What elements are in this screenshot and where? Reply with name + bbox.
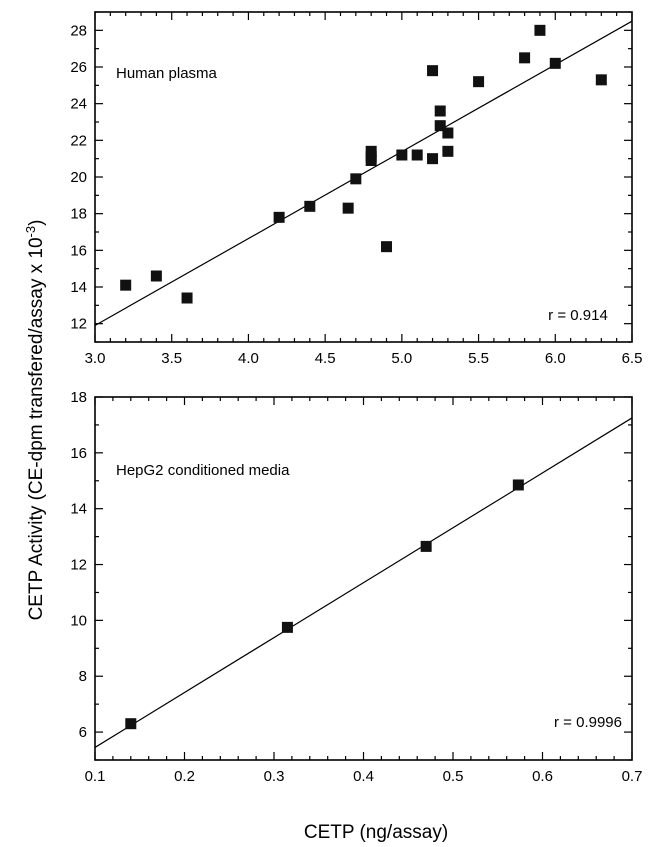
data-point (181, 292, 193, 304)
x-tick-label: 5.5 (468, 350, 489, 367)
y-tick-label: 10 (70, 612, 87, 629)
data-point (595, 74, 607, 86)
data-point (350, 173, 362, 185)
y-tick-label: 16 (70, 242, 87, 259)
y-tick-label: 18 (70, 389, 87, 406)
data-point (381, 241, 393, 253)
x-tick-label: 0.5 (443, 768, 464, 785)
x-tick-label: 6.5 (622, 350, 643, 367)
data-point (365, 155, 377, 166)
data-point (411, 149, 423, 161)
panel-annotation: HepG2 conditioned media (116, 462, 290, 479)
x-tick-label: 0.4 (353, 768, 374, 785)
y-axis-label-close: ) (26, 220, 47, 226)
y-axis-label-exponent: -3 (23, 226, 38, 238)
x-tick-label: 3.5 (161, 350, 182, 367)
correlation-label: r = 0.9996 (554, 714, 622, 731)
plot-frame (94, 396, 633, 761)
data-point (396, 149, 408, 161)
data-point (365, 145, 377, 157)
y-tick-label: 6 (79, 724, 87, 741)
x-tick-label: 0.3 (264, 768, 285, 785)
y-axis-label: CETP Activity (CE-dpm transfered/assay x… (23, 220, 47, 621)
x-tick-label: 0.2 (174, 768, 195, 785)
data-point (512, 479, 524, 491)
data-point (442, 127, 454, 139)
data-point (427, 65, 439, 77)
x-tick-label: 5.0 (391, 350, 412, 367)
data-point (534, 24, 546, 36)
data-point (273, 211, 285, 223)
y-tick-label: 12 (70, 316, 87, 333)
data-point (442, 145, 454, 157)
regression-line (94, 20, 633, 327)
x-tick-label: 6.0 (545, 350, 566, 367)
data-point (434, 105, 446, 117)
x-tick-label: 0.1 (85, 768, 106, 785)
panel-annotation: Human plasma (116, 65, 218, 82)
x-tick-label: 0.7 (622, 768, 643, 785)
y-tick-label: 12 (70, 557, 87, 574)
data-point (549, 57, 561, 69)
data-point (304, 200, 316, 212)
data-point (342, 202, 354, 214)
x-tick-label: 3.0 (85, 350, 106, 367)
y-tick-label: 18 (70, 206, 87, 223)
data-point (120, 279, 132, 291)
y-tick-label: 8 (79, 668, 87, 685)
data-point (434, 120, 446, 132)
x-tick-label: 0.6 (532, 768, 553, 785)
data-point (281, 621, 293, 633)
panel-hepg2-media: 0.1 0.2 0.3 0.4 0.5 0.6 0.7 6 8 10 12 14 16 18 HepG2 c… (70, 389, 642, 785)
data-point (427, 153, 439, 165)
data-point (125, 718, 137, 730)
data-point (519, 52, 531, 64)
y-tick-label: 24 (70, 96, 87, 113)
x-tick-label: 4.0 (238, 350, 259, 367)
y-tick-label: 14 (70, 501, 87, 518)
x-axis-label: CETP (ng/assay) (304, 822, 448, 843)
y-tick-label: 16 (70, 445, 87, 462)
regression-line (94, 417, 633, 748)
data-point (420, 540, 432, 552)
y-tick-label: 14 (70, 279, 87, 296)
data-point (150, 270, 162, 282)
y-tick-label: 26 (70, 59, 87, 76)
data-point (473, 76, 485, 88)
correlation-label: r = 0.914 (548, 307, 608, 324)
y-tick-label: 22 (70, 132, 87, 149)
panel-human-plasma: 3.0 3.5 4.0 4.5 5.0 5.5 6.0 6.5 12 14 16 18 20 22 24 26… (70, 11, 643, 367)
y-tick-label: 28 (70, 22, 87, 39)
y-axis-label-main: CETP Activity (CE-dpm transfered/assay x… (26, 237, 47, 620)
y-tick-label: 20 (70, 169, 87, 186)
x-tick-label: 4.5 (315, 350, 336, 367)
